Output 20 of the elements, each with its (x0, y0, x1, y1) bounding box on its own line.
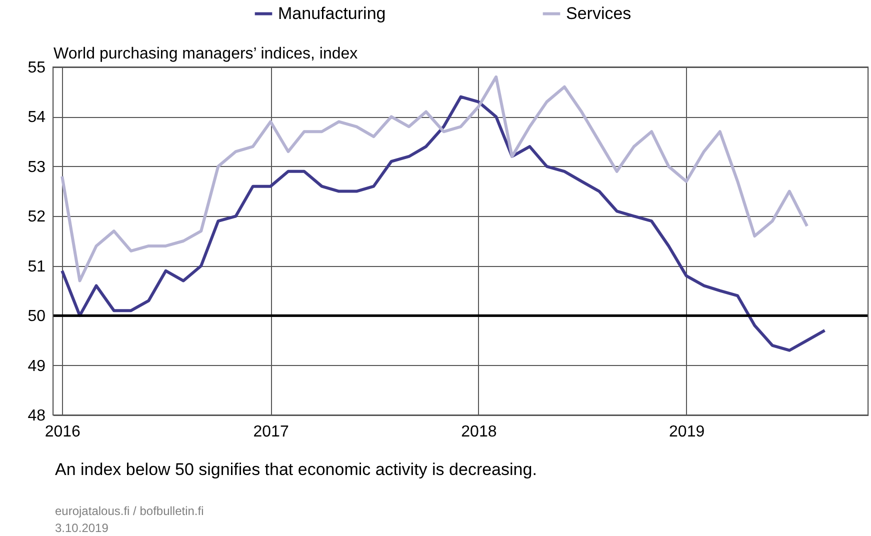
y-tick-label: 55 (28, 60, 46, 76)
y-axis-title: World purchasing managers’ indices, index (54, 46, 358, 62)
legend-label: Services (566, 4, 632, 23)
text: eurojatalous.fi / bofbulletin.fi (55, 504, 204, 518)
y-tick-label: 52 (28, 208, 46, 226)
y-tick-label: 50 (28, 308, 46, 326)
y-tick-label: 54 (28, 109, 46, 126)
text: An index below 50 signifies that economic activity is decreasing. (55, 460, 537, 479)
line-series (60, 95, 826, 352)
x-tick-label: 2019 (669, 424, 705, 440)
line-series (60, 75, 809, 282)
x-tick-label: 2017 (253, 424, 289, 440)
x-tick-label: 2016 (44, 424, 81, 440)
y-tick-label: 48 (28, 408, 46, 424)
x-tick-label: 2018 (461, 424, 497, 440)
y-tick-label: 51 (28, 258, 46, 276)
y-tick-label: 53 (28, 158, 46, 176)
text: 3.10.2019 (55, 521, 109, 535)
legend-label: Manufacturing (278, 4, 386, 23)
y-tick-label: 49 (28, 358, 46, 375)
